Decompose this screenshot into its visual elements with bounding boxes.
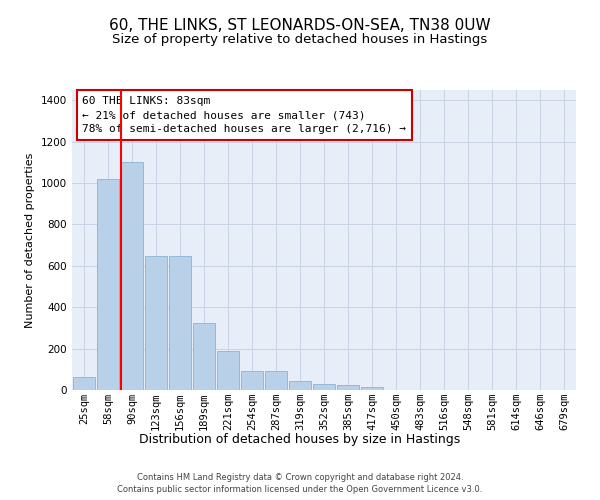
Bar	[145, 256, 167, 390]
Bar	[265, 372, 287, 390]
Bar	[361, 387, 383, 390]
Bar	[217, 350, 239, 390]
Bar	[193, 323, 215, 390]
Bar	[97, 179, 119, 390]
Bar	[73, 376, 95, 390]
Bar	[241, 372, 263, 390]
Bar	[289, 380, 311, 390]
Text: Size of property relative to detached houses in Hastings: Size of property relative to detached ho…	[112, 32, 488, 46]
Bar	[337, 385, 359, 390]
Y-axis label: Number of detached properties: Number of detached properties	[25, 152, 35, 328]
Bar	[121, 162, 143, 390]
Text: Distribution of detached houses by size in Hastings: Distribution of detached houses by size …	[139, 432, 461, 446]
Text: 60, THE LINKS, ST LEONARDS-ON-SEA, TN38 0UW: 60, THE LINKS, ST LEONARDS-ON-SEA, TN38 …	[109, 18, 491, 32]
Text: 60 THE LINKS: 83sqm
← 21% of detached houses are smaller (743)
78% of semi-detac: 60 THE LINKS: 83sqm ← 21% of detached ho…	[82, 96, 406, 134]
Bar	[313, 384, 335, 390]
Bar	[169, 256, 191, 390]
Text: Contains public sector information licensed under the Open Government Licence v3: Contains public sector information licen…	[118, 485, 482, 494]
Text: Contains HM Land Registry data © Crown copyright and database right 2024.: Contains HM Land Registry data © Crown c…	[137, 472, 463, 482]
